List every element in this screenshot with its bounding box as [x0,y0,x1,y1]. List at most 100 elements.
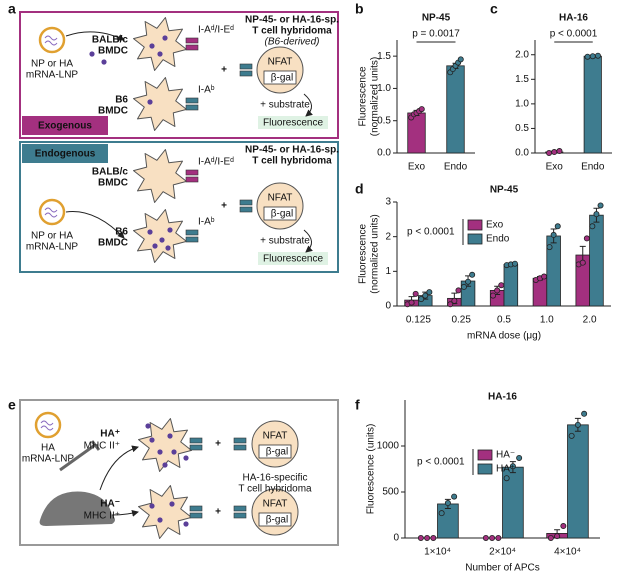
substrate-label: + substrate [260,100,310,111]
mhc [185,44,199,51]
y-tick-label: 500 [382,487,399,498]
x-tick-label: Exo [408,162,426,173]
lnp [34,411,62,439]
p-value: p < 0.0001 [550,29,598,40]
bgal-box [263,206,297,221]
data-point [438,510,445,517]
section-label-box [22,116,108,135]
antigen [145,423,151,429]
cell-label: BALB/c [92,35,129,46]
antigen [152,243,158,249]
cell-label: B6 [115,95,128,106]
legend-label: HA⁻ [496,450,515,461]
antigen [183,455,189,461]
arrow [111,509,139,517]
x-tick-label: 2×10⁴ [489,547,516,558]
data-point [417,535,424,542]
mrna [40,420,54,431]
lnp-label: mRNA-LNP [26,70,79,81]
plus: + [215,507,221,518]
section-label-box [22,144,108,163]
bar [583,55,602,154]
mrna [44,35,58,46]
data-point [503,475,510,482]
t-cell [251,488,299,536]
mhc [185,97,199,104]
arrow [65,211,125,239]
mhc [185,37,199,44]
data-point [554,533,561,540]
tcr [239,63,253,70]
data-point [584,53,591,60]
x-tick-label: 0.125 [406,315,431,326]
antigen [167,227,173,233]
lnp-label: NP or HA [31,231,73,242]
antigen [157,449,163,455]
cell [138,485,192,539]
legend-swatch [477,449,493,461]
y-tick-label: 0.0 [515,148,529,159]
readout-box [258,116,328,129]
antigen [183,521,189,527]
chart-title: HA-16 [488,392,517,403]
data-point [554,223,561,230]
mhc-label: I-Aᵇ [198,85,215,96]
data-point [489,535,496,542]
antigen [147,99,153,105]
cell-label: MHC II⁺ [84,441,120,452]
tcell-note: (B6-derived) [264,37,319,48]
y-axis-label: (normalized units) [370,214,381,293]
data-point [568,432,575,439]
data-point [469,271,476,278]
tcr [233,512,247,519]
cell [133,17,187,71]
y-tick-label: 2.0 [515,49,529,60]
x-tick-label: 0.5 [497,315,511,326]
data-point [494,287,501,294]
cell [138,418,192,472]
panel-letter: e [8,397,16,413]
y-tick-label: 1.0 [377,83,391,94]
data-point [418,296,425,303]
antigen [101,59,107,65]
data-point [516,454,523,461]
lnp-label: NP or HA [31,59,73,70]
mhc [185,236,199,243]
tcr [233,444,247,451]
x-axis-label: mRNA dose (μg) [467,331,541,342]
tcr [189,512,203,519]
antigen [157,517,163,523]
plus: + [215,439,221,450]
tcell-label: NP-45- or HA-16-sp. [245,145,339,156]
antigen [162,35,168,41]
lnp-label: mRNA-LNP [22,454,75,465]
legend-swatch [467,219,483,231]
legend-label: Exo [486,220,504,231]
y-tick-label: 3 [385,197,391,208]
bgal-box [258,512,292,527]
panel-letter: f [355,397,360,413]
nfat-label: NFAT [268,193,293,204]
y-axis-label: (normalized units) [370,57,381,136]
arrow [99,445,139,491]
data-point [447,301,454,308]
lnp-label: HA [41,443,55,454]
y-tick-label: 1.5 [515,74,529,85]
y-axis-label: Fluorescence (units) [366,424,377,515]
tcell-label: NP-45- or HA-16-sp. [245,15,339,26]
chart-title: NP-45 [422,13,451,24]
legend-swatch [477,463,493,475]
y-tick-label: 1.0 [515,99,529,110]
cell-label: BALB/c [92,167,129,178]
cell-label: BMDC [98,178,128,189]
mhc [185,229,199,236]
mhc [185,169,199,176]
y-axis-label: Fluorescence [358,66,369,126]
data-point [482,535,489,542]
data-point [444,500,451,507]
x-tick-label: 1.0 [540,315,554,326]
substrate-label: + substrate [260,236,310,247]
tcell-label: HA-16-specific [242,473,307,484]
x-tick-label: Exo [546,162,564,173]
